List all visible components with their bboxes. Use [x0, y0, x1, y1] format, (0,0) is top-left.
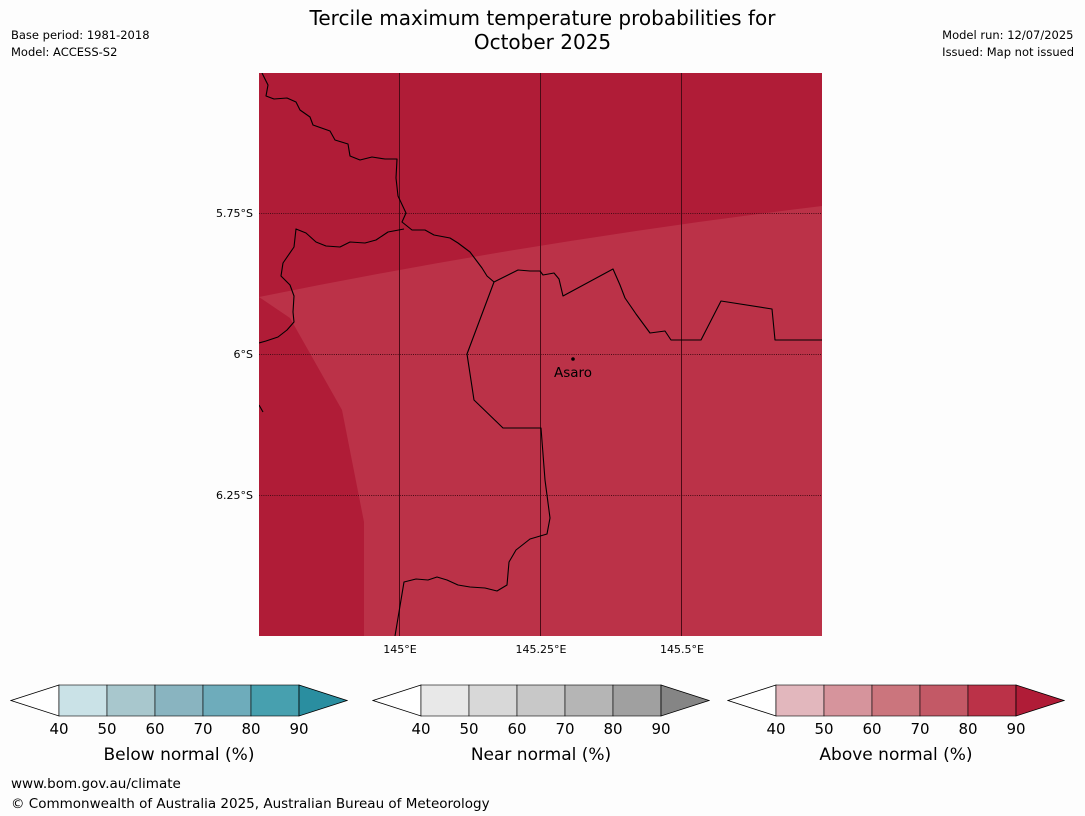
colorbar-tick-label: 60	[507, 720, 527, 738]
colorbar-tick-label: 70	[555, 720, 575, 738]
map-title: Tercile maximum temperature probabilitie…	[0, 6, 1085, 54]
colorbar-tick-label: 80	[241, 720, 261, 738]
lat-label-5-75s: 5.75°S	[216, 207, 253, 220]
model-name: Model: ACCESS-S2	[11, 45, 118, 59]
footer-url: www.bom.gov.au/climate	[11, 776, 181, 792]
colorbar-segment	[967, 684, 1017, 717]
colorbar-tick-label: 90	[651, 720, 671, 738]
colorbar-tick-label: 80	[958, 720, 978, 738]
colorbar-high-extension	[1015, 684, 1065, 717]
map-panel: Asaro 5.75°S 6°S 6.25°S 145°E 145.25°E 1…	[216, 73, 822, 656]
colorbar-segment	[250, 684, 300, 717]
legend-label-near: Near normal (%)	[470, 745, 612, 765]
colorbar-high-extension	[298, 684, 348, 717]
colorbar-low-extension	[10, 684, 60, 717]
boundary-west-edge	[259, 404, 264, 413]
graticule	[259, 73, 822, 636]
legend-near-normal: Near normal (%) 40 50 60 70 80 90	[372, 684, 710, 774]
colorbar-above	[727, 684, 1065, 717]
boundary-center	[394, 281, 551, 636]
lat-label-6-25s: 6.25°S	[216, 489, 253, 502]
footer-copyright: © Commonwealth of Australia 2025, Austra…	[11, 796, 490, 812]
model-run: Model run: 12/07/2025	[942, 28, 1074, 42]
colorbar-segment	[612, 684, 662, 717]
lon-label-145-25e: 145.25°E	[516, 643, 567, 656]
colorbar-segment	[823, 684, 873, 717]
colorbar-high-extension	[660, 684, 710, 717]
meta-right: Model run: 12/07/2025 Issued: Map not is…	[942, 27, 1074, 61]
colorbar-tick-label: 40	[411, 720, 431, 738]
issued-status: Issued: Map not issued	[942, 45, 1074, 59]
colorbar-tick-label: 50	[459, 720, 479, 738]
colorbar-segment	[106, 684, 156, 717]
colorbar-segment	[775, 684, 825, 717]
asaro-marker	[571, 357, 575, 361]
title-line-1: Tercile maximum temperature probabilitie…	[309, 6, 776, 30]
colorbar-tick-label: 60	[862, 720, 882, 738]
lon-label-145e: 145°E	[383, 643, 416, 656]
province-boundaries	[259, 73, 822, 636]
colorbar-tick-label: 70	[910, 720, 930, 738]
colorbar-tick-label: 40	[766, 720, 786, 738]
legend-label-above: Above normal (%)	[819, 745, 973, 765]
title-line-2: October 2025	[473, 30, 612, 54]
boundary-east	[493, 268, 822, 341]
colorbar-tick-label: 70	[193, 720, 213, 738]
colorbar-segment	[564, 684, 614, 717]
lat-label-6s: 6°S	[234, 348, 253, 361]
colorbar-tick-label: 40	[49, 720, 69, 738]
colorbar-tick-label: 60	[145, 720, 165, 738]
base-period: Base period: 1981-2018	[11, 28, 150, 42]
colorbar-segment	[871, 684, 921, 717]
footer: www.bom.gov.au/climate © Commonwealth of…	[11, 774, 490, 814]
asaro-label: Asaro	[554, 365, 592, 381]
legend-below-normal: Below normal (%) 40 50 60 70 80 90	[10, 684, 348, 774]
colorbar-tick-label: 50	[814, 720, 834, 738]
boundary-north	[261, 73, 495, 283]
colorbar-segment	[919, 684, 969, 717]
colorbar-tick-label: 50	[97, 720, 117, 738]
colorbar-near	[372, 684, 710, 717]
colorbar-segment	[420, 684, 470, 717]
colorbar-below	[10, 684, 348, 717]
legend-label-below: Below normal (%)	[103, 745, 255, 765]
colorbar-segment	[516, 684, 566, 717]
colorbar-segment	[468, 684, 518, 717]
meta-left: Base period: 1981-2018 Model: ACCESS-S2	[11, 27, 150, 61]
colorbar-tick-label: 90	[1006, 720, 1026, 738]
colorbar-low-extension	[372, 684, 422, 717]
colorbar-tick-label: 80	[603, 720, 623, 738]
boundary-west	[259, 228, 405, 344]
colorbar-segment	[154, 684, 204, 717]
lon-label-145-5e: 145.5°E	[660, 643, 704, 656]
colorbar-segment	[202, 684, 252, 717]
colorbar-low-extension	[727, 684, 777, 717]
colorbar-tick-label: 90	[289, 720, 309, 738]
legend-above-normal: Above normal (%) 40 50 60 70 80 90	[727, 684, 1065, 774]
colorbar-segment	[58, 684, 108, 717]
